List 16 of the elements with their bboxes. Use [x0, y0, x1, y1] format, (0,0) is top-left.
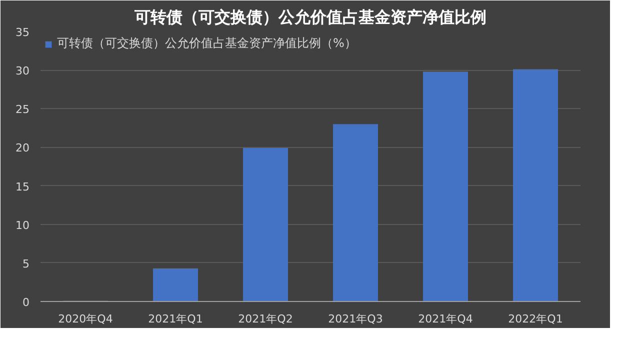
- y-tick-label: 15: [16, 180, 30, 194]
- y-tick-label: 25: [16, 103, 30, 116]
- x-tick-label: 2021年Q4: [418, 312, 473, 326]
- y-tick-label: 30: [16, 64, 30, 78]
- x-tick-label: 2020年Q4: [58, 312, 113, 326]
- y-tick-label: 20: [16, 142, 30, 155]
- x-tick-label: 2021年Q1: [148, 312, 203, 326]
- y-tick-label: 0: [22, 296, 30, 309]
- legend-label: 可转债（可交换债）公允价值占基金资产净值比例（%）: [57, 35, 356, 52]
- chart-title: 可转债（可交换债）公允价值占基金资产净值比例: [134, 8, 486, 26]
- y-tick-label: 35: [16, 26, 30, 39]
- x-tick-label: 2021年Q2: [238, 312, 293, 326]
- x-tick-label: 2022年Q1: [508, 312, 563, 326]
- y-tick-label: 10: [16, 218, 30, 232]
- x-tick-label: 2021年Q3: [328, 312, 383, 326]
- y-tick-label: 5: [22, 257, 30, 270]
